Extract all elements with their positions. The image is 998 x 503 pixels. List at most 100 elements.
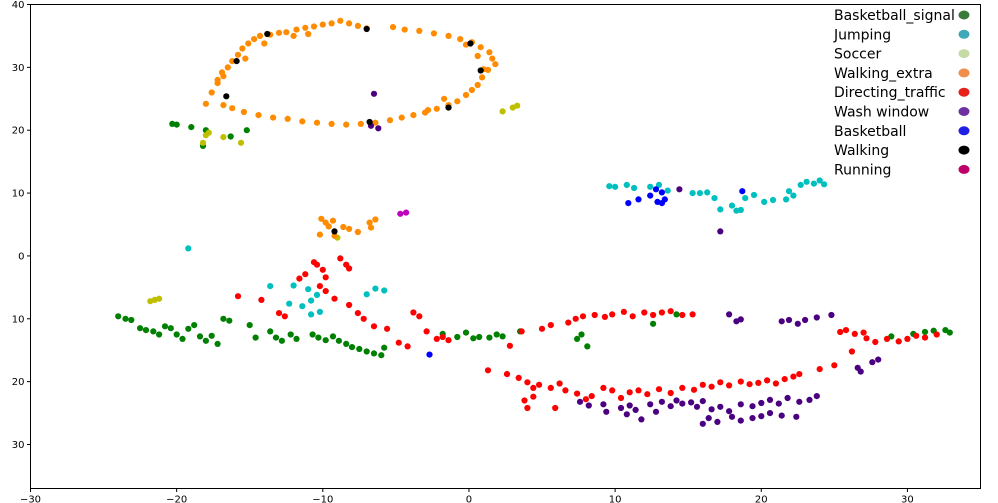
point-walking-extra-32 — [489, 55, 496, 62]
point-basketball-signal-37 — [381, 344, 388, 351]
point-walking-extra-18 — [328, 20, 335, 27]
point-basketball-signal-51 — [454, 333, 461, 341]
point-walking-extra-60 — [242, 55, 249, 62]
point-jumping-6 — [299, 303, 306, 310]
point-basketball-signal-20 — [252, 334, 259, 341]
point-directing-traffic-57 — [582, 396, 590, 403]
point-basketball-signal-21 — [267, 328, 274, 335]
point-directing-traffic-75 — [755, 379, 762, 386]
y-tick-label: 30 — [12, 440, 25, 451]
point-basketball-signal-27 — [315, 334, 322, 341]
point-basketball-signal-29 — [329, 333, 337, 340]
point-basketball-7 — [658, 200, 666, 207]
y-tick-label: 10 — [12, 314, 25, 325]
point-directing-traffic-26 — [433, 335, 440, 342]
point-running-1 — [403, 209, 410, 216]
point-jumping-27 — [737, 206, 744, 214]
x-tick-label: −10 — [312, 495, 333, 503]
point-directing-traffic-68 — [690, 386, 698, 393]
point-directing-traffic-44 — [667, 308, 674, 315]
point-walking-extra-43 — [410, 112, 417, 119]
point-directing-traffic-2 — [319, 266, 326, 273]
x-tick-label: −30 — [20, 495, 41, 503]
x-axis-ticks: −30 −20 −10 0 10 20 30 — [20, 488, 914, 503]
point-basketball-1 — [635, 196, 642, 203]
point-jumping-37 — [816, 177, 823, 184]
point-wash-window-30 — [737, 417, 744, 424]
point-wash-window-49 — [778, 318, 785, 325]
point-walking-extra-52 — [284, 115, 291, 122]
point-wash-window-38 — [623, 411, 630, 418]
point-walking-extra-7 — [239, 45, 246, 52]
legend-marker — [958, 126, 970, 136]
point-walking-extra-75 — [340, 223, 347, 231]
point-basketball-signal-40 — [188, 124, 195, 131]
point-wash-window-45 — [813, 314, 820, 321]
point-directing-traffic-3 — [337, 255, 344, 262]
point-walking-extra-9 — [251, 36, 258, 43]
point-jumping-38 — [821, 181, 828, 188]
point-jumping-8 — [316, 308, 323, 315]
point-walking-extra-14 — [293, 26, 300, 33]
point-basketball-signal-17 — [220, 315, 227, 322]
point-basketball-signal-49 — [470, 335, 477, 342]
point-wash-window-29 — [728, 413, 736, 420]
point-wash-window-48 — [785, 316, 793, 324]
point-basketball-signal-56 — [584, 343, 591, 350]
point-basketball-signal-62 — [921, 328, 929, 336]
point-directing-traffic-21 — [395, 339, 402, 346]
point-wash-window-7 — [658, 398, 666, 405]
point-walking-extra-54 — [255, 112, 262, 119]
legend-marker — [958, 68, 970, 78]
point-walking-extra-68 — [424, 107, 432, 114]
point-walking-extra-25 — [416, 27, 423, 34]
point-basketball-signal-14 — [202, 337, 209, 344]
point-basketball-signal-58 — [673, 311, 680, 318]
point-directing-traffic-7 — [296, 275, 303, 282]
point-basketball-signal-44 — [243, 127, 250, 134]
legend-label: Walking_extra — [834, 66, 933, 82]
point-basketball-signal-10 — [179, 335, 186, 342]
point-soccer-4 — [205, 129, 212, 136]
legend-marker — [958, 87, 970, 97]
point-directing-traffic-36 — [591, 311, 598, 319]
point-walking-extra-16 — [310, 23, 318, 30]
point-jumping-23 — [711, 195, 718, 202]
point-walking-extra-28 — [457, 36, 464, 43]
point-basketball-signal-25 — [293, 335, 300, 342]
data-points — [115, 17, 953, 427]
point-walking-extra-17 — [319, 21, 326, 28]
point-basketball-signal-22 — [272, 334, 280, 341]
point-directing-traffic-28 — [445, 337, 452, 344]
point-directing-traffic-81 — [524, 404, 531, 412]
point-directing-traffic-55 — [562, 387, 569, 394]
point-jumping-10 — [363, 291, 370, 298]
point-basketball-signal-60 — [946, 329, 953, 336]
point-walking-5 — [477, 67, 484, 74]
point-walking-extra-8 — [245, 40, 252, 47]
point-wash-window-12 — [693, 403, 701, 410]
point-wash-window-6 — [647, 401, 654, 408]
point-basketball-signal-32 — [348, 344, 356, 351]
point-directing-traffic-32 — [547, 322, 554, 329]
point-wash-window-16 — [726, 408, 733, 415]
point-walking-extra-72 — [325, 223, 332, 230]
point-directing-traffic-71 — [717, 379, 724, 386]
point-basketball-signal-2 — [128, 316, 135, 324]
point-jumping-13 — [606, 183, 613, 190]
legend-label: Basketball — [834, 124, 906, 140]
point-directing-traffic-94 — [904, 335, 911, 342]
point-walking-extra-56 — [229, 105, 236, 112]
point-basketball-signal-13 — [196, 333, 204, 340]
point-wash-window-8 — [667, 403, 674, 410]
point-jumping-31 — [769, 196, 777, 204]
point-basketball-3 — [652, 186, 660, 193]
point-directing-traffic-10 — [258, 296, 265, 303]
point-basketball-signal-1 — [122, 315, 129, 322]
point-directing-traffic-15 — [331, 295, 338, 302]
point-wash-window-39 — [603, 408, 610, 415]
point-basketball-0 — [625, 200, 632, 207]
point-basketball-signal-3 — [137, 325, 144, 332]
point-wash-window-51 — [733, 318, 740, 325]
